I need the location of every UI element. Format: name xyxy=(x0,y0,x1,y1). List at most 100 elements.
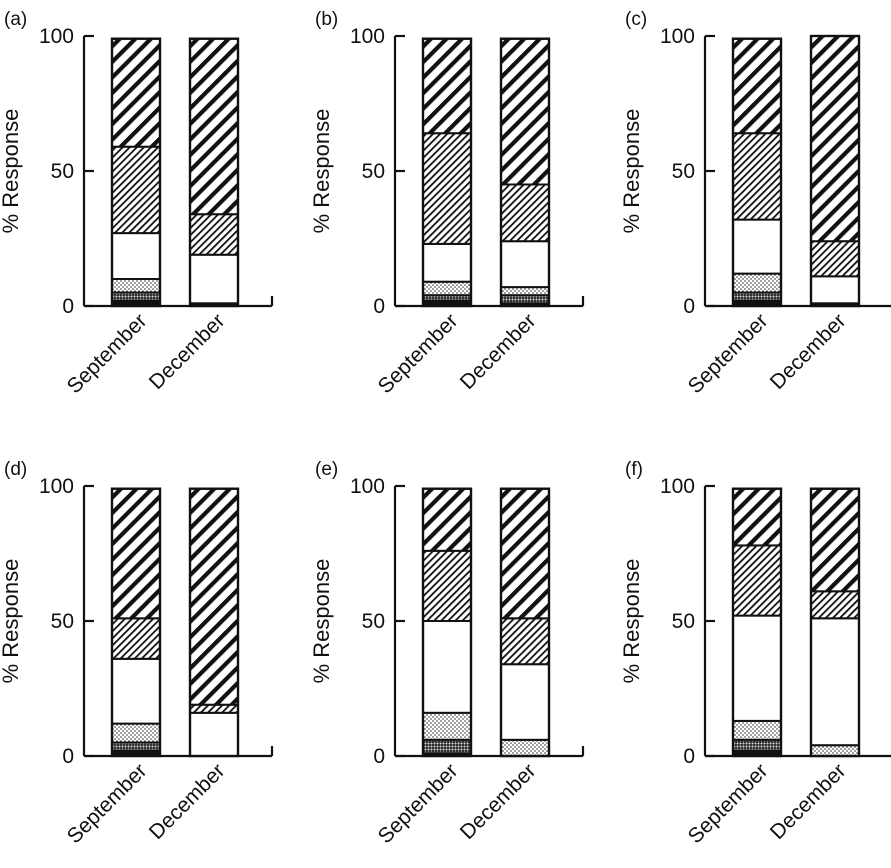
bar-december xyxy=(809,34,861,308)
bar-outline xyxy=(499,487,551,758)
y-tick-label: 100 xyxy=(350,475,385,498)
y-tick-label: 100 xyxy=(39,25,74,48)
bar-segment-white xyxy=(111,657,161,725)
bar-december xyxy=(499,487,551,758)
y-tick-label: 0 xyxy=(373,295,385,318)
bar-segment-white xyxy=(500,663,550,741)
bar-segment-fine-hatch xyxy=(111,145,161,235)
y-tick-label: 0 xyxy=(683,295,695,318)
x-category-label: December xyxy=(145,309,230,394)
bar-segment-sparse-dots xyxy=(732,719,782,741)
bar-segment-coarse-hatch xyxy=(732,487,782,547)
panel-label: (c) xyxy=(625,9,647,30)
bar-outline xyxy=(499,37,551,308)
x-category-label: September xyxy=(63,759,152,848)
y-tick-label: 0 xyxy=(62,745,74,768)
bar-segment-coarse-hatch xyxy=(810,487,860,593)
x-category-label: December xyxy=(145,759,230,844)
bar-segment-fine-hatch xyxy=(422,132,472,245)
x-category-label: December xyxy=(766,309,851,394)
bar-outline xyxy=(188,487,240,758)
bar-segment-white xyxy=(111,232,161,281)
y-tick-label: 100 xyxy=(39,475,74,498)
bar-segment-coarse-hatch xyxy=(111,487,161,620)
y-axis-title: % Response xyxy=(619,109,644,234)
bar-outline xyxy=(110,37,162,308)
bar-segment-fine-hatch xyxy=(189,703,239,714)
bar-september xyxy=(421,37,473,308)
y-tick-label: 100 xyxy=(350,25,385,48)
bar-segment-coarse-hatch xyxy=(500,37,550,186)
y-tick-label: 100 xyxy=(660,475,695,498)
bar-outline xyxy=(731,37,783,308)
bar-segment-dense-dots xyxy=(422,738,472,755)
panel-label: (e) xyxy=(315,459,338,480)
bar-segment-fine-hatch xyxy=(111,617,161,660)
panel-label: (b) xyxy=(315,9,338,30)
bar-september xyxy=(731,487,783,758)
x-category-label: September xyxy=(684,759,773,848)
bar-segment-white xyxy=(732,218,782,275)
bar-segment-dense-dots xyxy=(500,294,550,305)
bar-december xyxy=(188,37,240,308)
panel-label: (d) xyxy=(4,459,27,480)
bar-segment-sparse-dots xyxy=(500,286,550,297)
bar-segment-sparse-dots xyxy=(422,711,472,741)
x-category-label: December xyxy=(766,759,851,844)
y-tick-label: 0 xyxy=(62,295,74,318)
bar-segment-sparse-dots xyxy=(500,738,550,757)
y-tick-label: 50 xyxy=(362,610,385,633)
bar-segment-coarse-hatch xyxy=(189,37,239,216)
bar-segment-dense-dots xyxy=(732,738,782,752)
bar-september xyxy=(110,487,162,758)
bar-segment-fine-hatch xyxy=(422,549,472,622)
y-axis-title: % Response xyxy=(309,559,334,684)
bar-segment-dense-dots xyxy=(732,291,782,302)
panel-label: (f) xyxy=(625,459,643,480)
bar-outline xyxy=(421,487,473,758)
bar-segment-white xyxy=(732,614,782,722)
x-category-label: December xyxy=(456,759,541,844)
bar-segment-fine-hatch xyxy=(732,544,782,617)
bar-outline xyxy=(809,487,861,758)
bar-segment-fine-hatch xyxy=(500,183,550,243)
bar-outline xyxy=(731,487,783,758)
bar-segment-white xyxy=(810,617,860,747)
y-tick-label: 50 xyxy=(362,160,385,183)
bar-segment-coarse-hatch xyxy=(500,487,550,620)
x-category-label: September xyxy=(684,309,773,398)
bar-segment-fine-hatch xyxy=(810,590,860,620)
y-axis-title: % Response xyxy=(619,559,644,684)
bar-segment-white xyxy=(189,253,239,305)
bar-december xyxy=(499,37,551,308)
bar-segment-fine-hatch xyxy=(810,240,860,278)
y-axis-title: % Response xyxy=(309,109,334,234)
y-tick-label: 50 xyxy=(51,160,74,183)
y-axis-title: % Response xyxy=(0,559,23,684)
y-tick-label: 50 xyxy=(672,610,695,633)
bar-segment-white xyxy=(422,242,472,283)
x-category-label: December xyxy=(456,309,541,394)
bar-september xyxy=(731,37,783,308)
bar-segment-fine-hatch xyxy=(500,617,550,666)
bar-segment-coarse-hatch xyxy=(810,35,860,243)
bar-segment-coarse-hatch xyxy=(732,37,782,135)
y-tick-label: 100 xyxy=(660,25,695,48)
bar-segment-coarse-hatch xyxy=(111,37,161,148)
bar-outline xyxy=(421,37,473,308)
x-category-label: September xyxy=(374,309,463,398)
bar-segment-white xyxy=(189,711,239,757)
y-axis-title: % Response xyxy=(0,109,23,234)
panel-label: (a) xyxy=(4,9,27,30)
bar-segment-coarse-hatch xyxy=(422,487,472,552)
bar-outline xyxy=(809,34,861,308)
y-tick-label: 0 xyxy=(373,745,385,768)
x-category-label: September xyxy=(63,309,152,398)
